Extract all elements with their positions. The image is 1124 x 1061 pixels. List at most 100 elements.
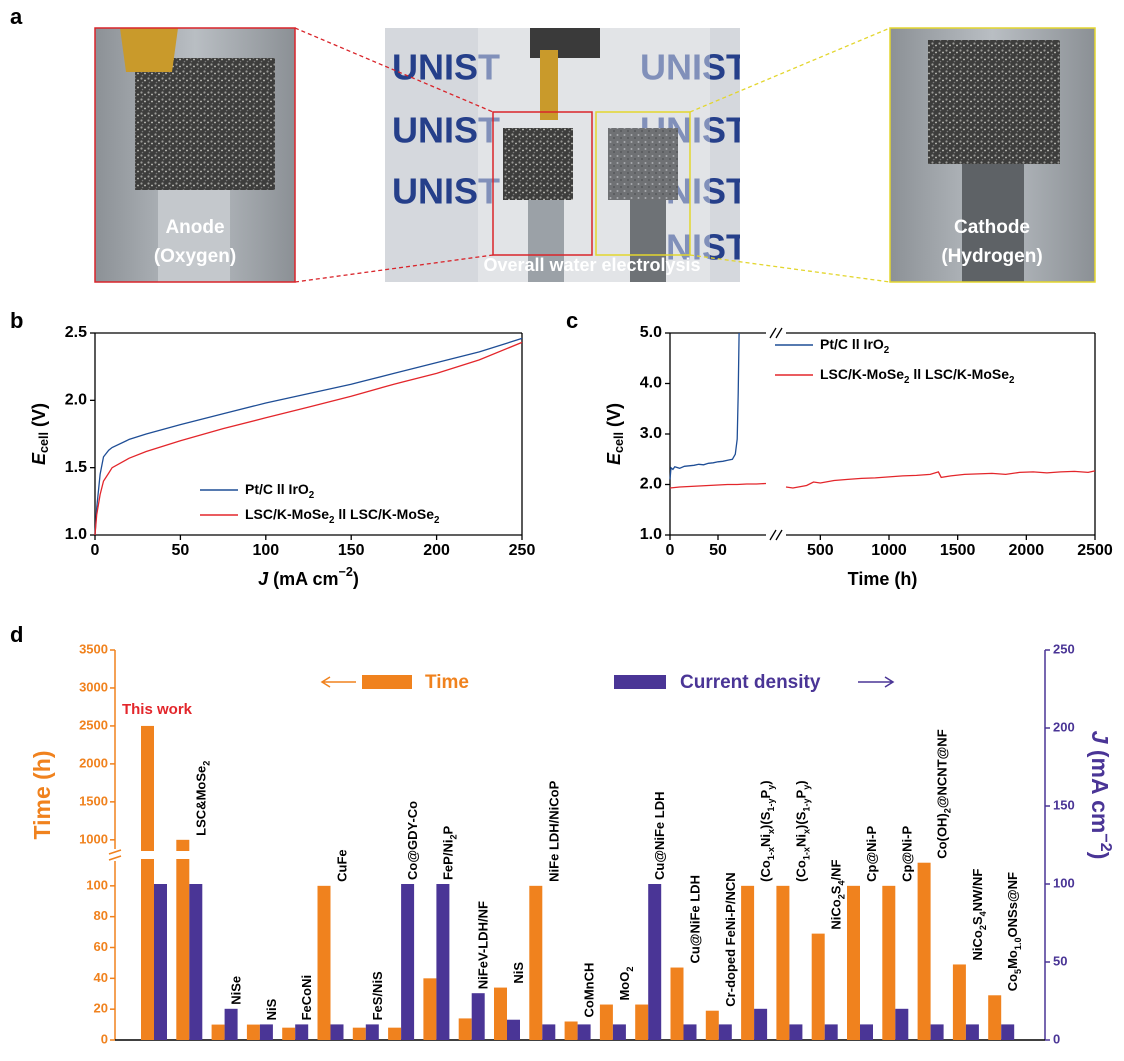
x-tick-label: 150 (338, 542, 365, 559)
time-bar (847, 886, 860, 1040)
y2-axis-label-part: −2 (1097, 833, 1115, 851)
category-label: FeCoNi (300, 975, 315, 1021)
current-bar (648, 884, 661, 1040)
current-bar (542, 1024, 555, 1040)
time-bar (635, 1005, 648, 1040)
category-label-part: CoMnCH (582, 963, 597, 1018)
x-tick-label: 500 (807, 542, 834, 559)
legend-label-part: 2 (434, 515, 440, 526)
category-label: CoMnCH (582, 963, 597, 1018)
category-label-part: NiCo (970, 930, 985, 960)
y-tick-label: 1500 (79, 793, 108, 808)
current-bar (507, 1020, 520, 1040)
legend-label-part: 2 (309, 490, 315, 501)
y2-tick-label: 0 (1053, 1031, 1060, 1046)
category-label: This work (122, 701, 193, 718)
legend-label: Pt/C ll IrO2 (820, 336, 890, 356)
y-tick-label: 3500 (79, 641, 108, 656)
current-bar (966, 1024, 979, 1040)
axis-break (109, 850, 121, 854)
category-label: Co5Mo1.0ONSs@NF (1006, 872, 1024, 991)
legend-label-part: Pt/C ll IrO (245, 481, 309, 497)
y-tick-label: 2.0 (640, 476, 662, 493)
category-label-part: ) (759, 780, 774, 784)
current-bar (895, 1009, 908, 1040)
time-bar (741, 886, 754, 1040)
time-bar (882, 886, 895, 1040)
time-bar (212, 1025, 225, 1040)
x-tick-label: 1000 (871, 542, 907, 559)
x-tick-label: 100 (252, 542, 279, 559)
legend-label-part: ll LSC/K-MoSe (909, 366, 1009, 382)
y-tick-label: 2.0 (65, 392, 87, 409)
category-label: NiCo2S4/NF (829, 859, 847, 929)
category-label: Cp@Ni-P (900, 825, 915, 881)
current-bar (754, 1009, 767, 1040)
current-bar (331, 1024, 344, 1040)
y-tick-label: 5.0 (640, 324, 662, 341)
y-axis-label: Time (h) (29, 750, 55, 839)
category-label: (Co1-xNix)(S1-yPy) (759, 780, 777, 881)
category-label-part: Cu@NiFe LDH (653, 791, 668, 880)
time-bar (918, 863, 931, 1040)
category-label-part: 1-x (802, 847, 812, 860)
category-label-part: ONSs@NF (1006, 872, 1021, 937)
x-tick-label: 2000 (1009, 542, 1045, 559)
time-bar (388, 1028, 401, 1040)
time-bar (565, 1022, 578, 1041)
legend-label-part: ll LSC/K-MoSe (334, 506, 434, 522)
y-tick-label: 2.5 (65, 324, 87, 341)
y-axis-label-part: (V) (29, 403, 49, 432)
figure: a b c d Anode (Oxygen) UNIST UNIST UNIST… (0, 0, 1124, 1061)
panel-label: b (10, 308, 23, 333)
category-label-part: P (794, 789, 809, 798)
category-label-part: 1-x (767, 847, 777, 860)
category-label: NiCo2S4NW/NF (970, 869, 988, 961)
time-bar (494, 988, 507, 1040)
category-label: LSC&MoSe2 (194, 761, 212, 836)
anode-photo: Anode (Oxygen) (95, 28, 295, 282)
category-label-part: Co (1006, 974, 1021, 991)
axis-break (770, 328, 776, 338)
cathode-label: Cathode (954, 217, 1030, 238)
time-bar (812, 934, 825, 1040)
category-label: CuFe (335, 849, 350, 882)
legend-label-part: Pt/C ll IrO (820, 336, 884, 352)
time-bar (423, 978, 436, 1040)
category-label-part: CuFe (335, 849, 350, 882)
y2-axis-label-part: (mA cm (1087, 743, 1113, 833)
category-label-part: Mo (1006, 950, 1021, 969)
time-bar (176, 840, 189, 1040)
category-label-part: Cp@Ni-P (864, 825, 879, 881)
panel-label: c (566, 308, 578, 333)
category-label-part: LSC&MoSe (194, 766, 209, 836)
category-label-part: 1-y (767, 798, 777, 812)
y-axis-label-part: cell (612, 432, 626, 453)
category-label-part: NiS (264, 998, 279, 1020)
x-axis-label-part: −2 (339, 565, 353, 579)
y-tick-label: 40 (94, 970, 108, 985)
category-label-part: NiS (511, 962, 526, 984)
category-label-part: NiFe LDH/NiCoP (547, 780, 562, 881)
current-bar (260, 1024, 273, 1040)
y-tick-label: 2500 (79, 717, 108, 732)
current-bar (684, 1024, 697, 1040)
category-label-part: This work (122, 701, 193, 718)
y-tick-label: 80 (94, 908, 108, 923)
time-bar (459, 1018, 472, 1040)
category-label: NiFeV-LDH/NF (476, 901, 491, 989)
current-bar (436, 884, 449, 1040)
panel-label: a (10, 4, 23, 29)
time-bar (141, 726, 154, 1040)
legend-label: Pt/C ll IrO2 (245, 481, 315, 501)
time-bar (353, 1028, 366, 1040)
y2-tick-label: 100 (1053, 875, 1075, 890)
category-label-part: 1-y (802, 798, 812, 812)
category-label-part: /NF (829, 859, 844, 880)
category-label: Cp@Ni-P (864, 825, 879, 881)
legend-label: LSC/K-MoSe2 ll LSC/K-MoSe2 (820, 366, 1015, 386)
bar-break (174, 851, 190, 859)
category-label: NiS (511, 962, 526, 984)
current-bar (931, 1024, 944, 1040)
category-label-part: )(S (759, 811, 774, 829)
